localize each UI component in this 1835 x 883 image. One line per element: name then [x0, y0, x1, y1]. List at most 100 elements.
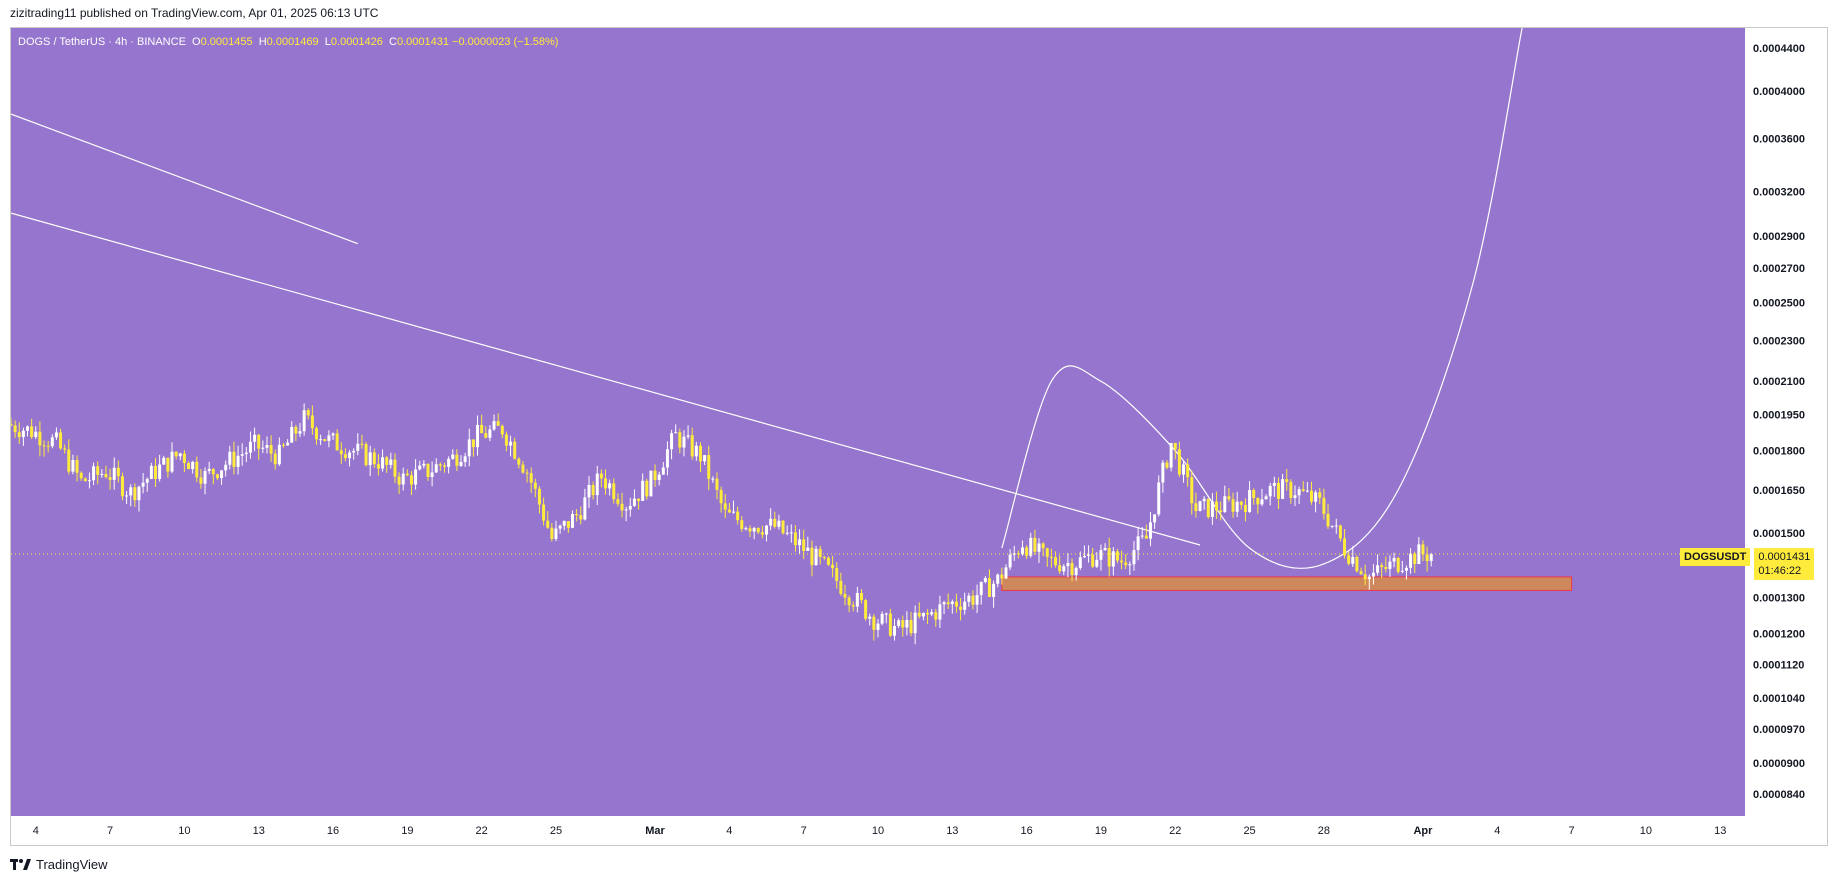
- candle-body: [859, 592, 863, 601]
- candle-body: [1276, 482, 1280, 499]
- candle-body: [125, 495, 129, 497]
- trendline: [11, 212, 1201, 546]
- support-zone: [1001, 576, 1573, 591]
- candle-body: [447, 458, 451, 467]
- candle-body: [162, 457, 166, 465]
- candle-body: [397, 476, 401, 485]
- candle-body: [1161, 462, 1165, 483]
- candle-body: [1334, 525, 1338, 527]
- candle-body: [327, 435, 331, 441]
- candle-body: [356, 443, 360, 451]
- candle-body: [1268, 485, 1272, 497]
- candle-body: [868, 616, 872, 619]
- candle-body: [822, 556, 826, 558]
- candle-body: [1417, 544, 1421, 565]
- candle-body: [244, 452, 248, 455]
- price-axis-background[interactable]: [1745, 28, 1827, 816]
- time-tick-label: Mar: [645, 825, 665, 837]
- candle-body: [1409, 553, 1413, 568]
- candle-body: [558, 525, 562, 529]
- candle-body: [686, 435, 690, 437]
- time-tick-label: Apr: [1413, 825, 1433, 837]
- price-tag-value: 0.0001431: [1758, 551, 1811, 563]
- candle-body: [1074, 567, 1078, 576]
- candle-body: [38, 431, 42, 446]
- tradingview-logo[interactable]: TradingView: [10, 857, 108, 872]
- candle-body: [376, 464, 380, 469]
- candle-body: [864, 600, 868, 619]
- ohlc-low: 0.0001426: [330, 36, 383, 48]
- candle-body: [1148, 522, 1152, 539]
- projection-curve: [1001, 28, 1523, 569]
- candle-body: [488, 429, 492, 438]
- price-axis: 0.0004400 0.0004000 0.0003600 0.0003200 0.00…: [1753, 43, 1805, 801]
- last-price-tag: DOGSUSDT 0.0001431 01:46:22: [1680, 548, 1815, 580]
- candle-body: [1004, 567, 1008, 579]
- candle-body: [814, 548, 818, 566]
- candle-body: [1206, 498, 1210, 517]
- candle-body: [517, 458, 521, 465]
- price-tick-label: 0.0002100: [1753, 376, 1805, 388]
- candle-body: [1140, 535, 1144, 537]
- candle-body: [1087, 554, 1091, 556]
- candle-body: [653, 470, 657, 480]
- candle-body: [434, 464, 438, 473]
- candle-body: [529, 473, 533, 483]
- candle-body: [405, 473, 409, 476]
- candle-body: [492, 421, 496, 430]
- candle-body: [331, 433, 335, 436]
- candle-body: [120, 476, 124, 497]
- candle-body: [1078, 557, 1082, 568]
- candle-body: [1256, 498, 1260, 505]
- symbol-pair[interactable]: DOGS / TetherUS · 4h · BINANCE: [18, 36, 186, 48]
- candle-body: [319, 439, 323, 441]
- candle-body: [1293, 495, 1297, 498]
- candle-body: [851, 605, 855, 607]
- candle-body: [1194, 503, 1198, 512]
- candle-body: [727, 509, 731, 513]
- candle-body: [773, 518, 777, 527]
- candle-body: [855, 592, 859, 607]
- candle-body: [641, 480, 645, 501]
- candle-body: [1314, 492, 1318, 502]
- candle-body: [26, 426, 30, 431]
- candle-body: [1235, 501, 1239, 512]
- candle-body: [504, 434, 508, 446]
- candle-body: [1115, 551, 1119, 561]
- price-tick-label: 0.0001200: [1753, 628, 1805, 640]
- candle-body: [59, 432, 63, 449]
- candle-body: [604, 478, 608, 489]
- candle-body: [170, 451, 174, 472]
- candle-body: [608, 483, 612, 489]
- price-tag-countdown: 01:46:22: [1758, 565, 1802, 577]
- candle-body: [265, 445, 269, 448]
- candle-body: [281, 444, 285, 446]
- candle-body: [348, 452, 352, 459]
- candle-body: [1033, 537, 1037, 552]
- candle-body: [1128, 564, 1132, 566]
- candle-body: [661, 467, 665, 475]
- candle-body: [385, 457, 389, 465]
- candle-body: [620, 503, 624, 511]
- price-tick-label: 0.0001040: [1753, 693, 1805, 705]
- candle-body: [566, 521, 570, 528]
- candle-body: [789, 532, 793, 534]
- candle-body: [971, 595, 975, 605]
- candle-body: [616, 499, 620, 504]
- candle-body: [1355, 556, 1359, 572]
- candle-body: [145, 478, 149, 483]
- time-axis-background[interactable]: [11, 816, 1827, 845]
- candle-body: [736, 511, 740, 521]
- plot-background[interactable]: [11, 28, 1745, 816]
- candle-body: [1103, 547, 1107, 551]
- candle-body: [954, 601, 958, 607]
- price-chart[interactable]: 0.0004400 0.0004000 0.0003600 0.0003200 0.00…: [11, 28, 1827, 845]
- candle-body: [381, 457, 385, 469]
- candle-body: [624, 509, 628, 511]
- candle-body: [1343, 538, 1347, 556]
- candle-body: [1305, 490, 1309, 492]
- candle-body: [872, 616, 876, 630]
- candle-body: [888, 613, 892, 636]
- candle-body: [1392, 557, 1396, 562]
- candle-body: [1310, 490, 1313, 502]
